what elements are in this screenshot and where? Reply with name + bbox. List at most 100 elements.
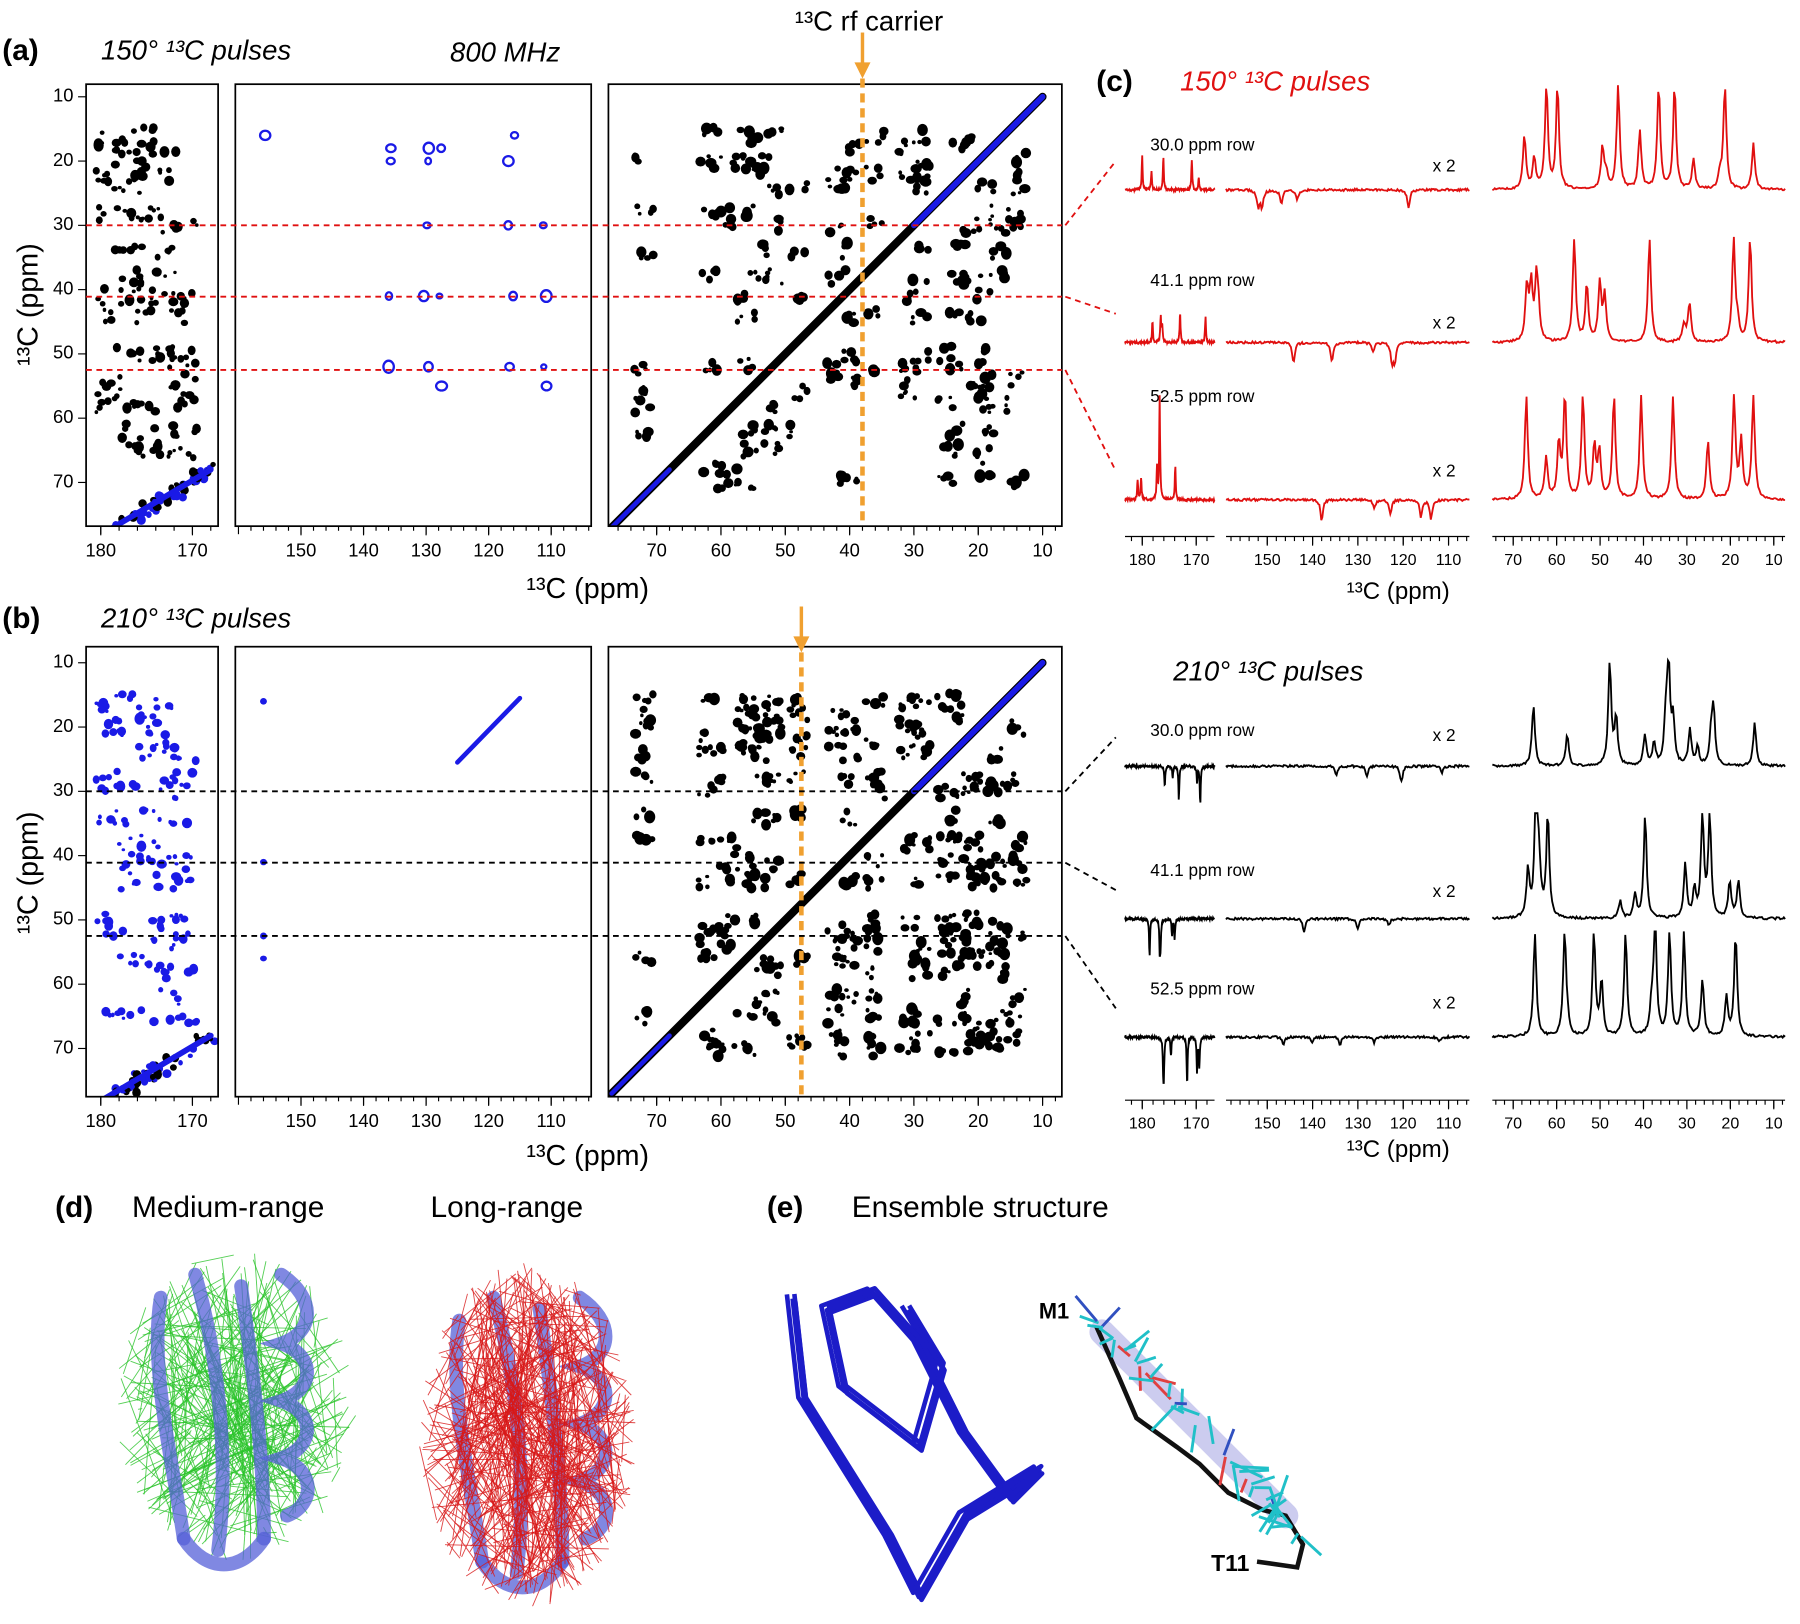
peak (1007, 1016, 1012, 1022)
restraint (576, 1386, 584, 1572)
peak (168, 308, 175, 313)
peak (166, 854, 172, 860)
peak (922, 312, 933, 322)
peak (193, 1032, 200, 1040)
row-label: 41.1 ppm row (1150, 270, 1255, 290)
peak (1012, 1038, 1021, 1047)
peak (639, 705, 648, 714)
peak (979, 405, 987, 414)
x-tick-label: 40 (1635, 551, 1653, 569)
side-chain (1167, 1382, 1172, 1397)
peak (920, 745, 929, 753)
x-tick-label: 50 (1591, 1114, 1609, 1132)
peak (952, 240, 963, 251)
peak (97, 398, 106, 406)
peak (971, 382, 979, 390)
peak (185, 930, 191, 937)
panel-title: 150° ¹³C pulses (101, 34, 291, 65)
peak (158, 987, 164, 993)
peak (1015, 167, 1023, 177)
peak (913, 182, 921, 191)
peak (106, 379, 116, 387)
peak (189, 395, 199, 405)
peak (102, 318, 108, 325)
peak (174, 862, 179, 866)
spectrum-region (258, 129, 553, 392)
x-tick-label: 40 (1635, 1114, 1653, 1132)
peak (986, 424, 992, 430)
peak (760, 731, 767, 739)
restraint (451, 1412, 563, 1450)
peak (740, 453, 747, 460)
peak (181, 373, 186, 378)
peak (999, 272, 1010, 284)
restraint (510, 1275, 597, 1340)
peak (698, 268, 707, 278)
peak (760, 882, 770, 893)
spectrum-trace (1491, 930, 1786, 1040)
peak (153, 966, 161, 973)
peak (1018, 468, 1030, 482)
peak (187, 1053, 193, 1058)
peak (732, 844, 742, 852)
peak (92, 166, 100, 175)
restraint (453, 1436, 499, 1502)
x-tick-label: 170 (177, 1110, 208, 1131)
peak (898, 174, 906, 181)
peak (905, 1049, 912, 1056)
restraint (436, 1503, 545, 1571)
peak (157, 816, 162, 822)
peak (846, 995, 851, 999)
peak (149, 1073, 156, 1081)
side-chain (1149, 1362, 1164, 1379)
peak (948, 137, 958, 148)
peak (117, 432, 127, 443)
peak (173, 795, 179, 802)
peak (803, 744, 809, 751)
x-axis-label: ¹³C (ppm) (526, 573, 649, 605)
restraint (514, 1376, 604, 1485)
restraint (573, 1362, 597, 1385)
y-axis-label: ¹³C (ppm) (12, 811, 44, 934)
restraint (576, 1482, 614, 1488)
peak (135, 346, 145, 356)
peak (122, 208, 128, 213)
peak (179, 298, 190, 309)
panel-title: 210° ¹³C pulses (100, 603, 291, 634)
peak (762, 757, 770, 765)
peak (117, 373, 123, 380)
peak (178, 1012, 187, 1021)
peak (709, 1027, 716, 1033)
x-tick-label: 110 (1436, 1114, 1462, 1132)
x-tick-label: 50 (775, 1110, 795, 1131)
peak (632, 954, 640, 961)
peak (967, 881, 977, 892)
side-chain (1274, 1474, 1289, 1511)
peak (102, 307, 107, 312)
peak (132, 960, 139, 968)
side-chain (1123, 1329, 1151, 1352)
peak (632, 152, 638, 159)
peak (851, 311, 857, 316)
x-tick-label: 70 (646, 539, 666, 560)
side-chain (1248, 1485, 1255, 1498)
peak (939, 936, 949, 945)
peak (704, 792, 711, 798)
restraint (549, 1293, 602, 1374)
spectrum-trace (1225, 497, 1470, 521)
peak (909, 357, 917, 365)
peak (706, 154, 711, 159)
peak (937, 474, 941, 479)
x-tick-label: 30 (1678, 1114, 1696, 1132)
peak (945, 817, 956, 827)
peak (911, 140, 916, 145)
restraint (118, 1320, 180, 1369)
peak (799, 382, 806, 390)
peak (978, 953, 985, 959)
side-chain (1150, 1403, 1178, 1432)
peak (128, 780, 138, 789)
peak (117, 185, 122, 190)
restraint (487, 1305, 521, 1326)
peak (977, 846, 984, 853)
peak (149, 713, 157, 720)
